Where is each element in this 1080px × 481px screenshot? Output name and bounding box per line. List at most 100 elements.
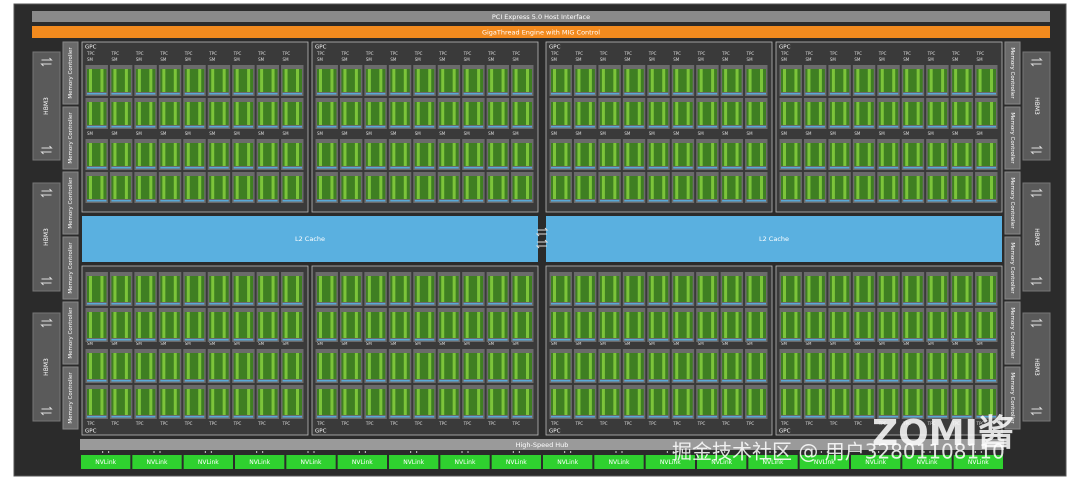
sm-core-stripe [235, 312, 239, 338]
sm-core-stripe [173, 312, 177, 338]
sm-label: SM [575, 131, 582, 136]
sm-core-stripe [711, 276, 715, 302]
sm-label: SM [600, 341, 607, 346]
tpc-label: TPC [746, 421, 755, 426]
sm-core-stripe [113, 312, 117, 338]
sm-core-stripe [100, 276, 104, 302]
sm-core-stripe [330, 276, 334, 302]
sm-core-stripe [100, 143, 104, 166]
sm-cache [829, 303, 850, 305]
sm-cache [87, 380, 107, 382]
sm-core-stripe [699, 102, 703, 125]
sm-label: SM [977, 131, 984, 136]
sm-label: SM [781, 57, 788, 62]
sm-core-stripe [354, 276, 358, 302]
sm-cache [488, 416, 508, 418]
sm-core-stripe [650, 69, 654, 92]
memory-controller-label: Memory Controller [1009, 47, 1015, 99]
sm-core-stripe [941, 389, 945, 415]
sm-core-stripe [965, 389, 969, 415]
sm-core-stripe [211, 312, 215, 338]
sm-label: SM [928, 131, 935, 136]
sm-cache [781, 93, 801, 95]
sm-core-stripe [186, 353, 190, 379]
sm-label: SM [722, 341, 729, 346]
sm-cache [746, 416, 766, 418]
sm-core-stripe [319, 143, 322, 166]
sm-cache [258, 126, 278, 128]
hub-label: High-Speed Hub [516, 441, 569, 449]
sm-core-stripe [392, 353, 396, 379]
sm-cache [805, 200, 825, 202]
sm-core-stripe [89, 312, 92, 338]
sm-core-stripe [794, 312, 798, 338]
sm-core-stripe [783, 143, 786, 166]
sm-label: SM [111, 57, 118, 62]
sm-label: SM [854, 131, 861, 136]
sm-cache [512, 167, 532, 169]
sm-core-stripe [929, 312, 933, 338]
sm-core-stripe [490, 143, 494, 166]
sm-core-stripe [235, 276, 239, 302]
sm-core-stripe [783, 389, 786, 415]
sm-core-stripe [637, 143, 641, 166]
sm-core-stripe [137, 389, 141, 415]
sm-cache [282, 167, 302, 169]
sm-cache [414, 167, 435, 169]
sm-cache [624, 93, 644, 95]
sm-core-stripe [379, 276, 383, 302]
sm-core-stripe [711, 389, 715, 415]
sm-core-stripe [260, 353, 264, 379]
sm-core-stripe [990, 176, 993, 199]
sm-label: SM [805, 131, 812, 136]
sm-core-stripe [319, 276, 322, 302]
sm-core-stripe [686, 69, 690, 92]
sm-core-stripe [613, 312, 617, 338]
sm-core-stripe [929, 353, 933, 379]
tpc-label: TPC [365, 51, 374, 56]
sm-core-stripe [843, 69, 847, 92]
sm-label: SM [488, 131, 495, 136]
sm-core-stripe [452, 69, 456, 92]
sm-core-stripe [162, 353, 166, 379]
sm-core-stripe [613, 176, 617, 199]
sm-core-stripe [186, 69, 190, 92]
sm-core-stripe [403, 176, 407, 199]
tpc-label: TPC [951, 51, 960, 56]
sm-cache [488, 167, 508, 169]
sm-label: SM [439, 131, 446, 136]
tpc-label: TPC [233, 421, 242, 426]
sm-core-stripe [564, 176, 568, 199]
memory-controller [62, 106, 79, 170]
tpc-label: TPC [697, 51, 706, 56]
sm-core-stripe [867, 143, 871, 166]
memory-controller [62, 171, 79, 235]
sm-core-stripe [662, 276, 666, 302]
watermark-brand: ZOMI酱 [872, 413, 1014, 454]
nvlink-arrow-icon [256, 451, 264, 453]
sm-label: SM [488, 341, 495, 346]
sm-core-stripe [760, 176, 763, 199]
sm-cache [746, 126, 766, 128]
sm-cache [233, 200, 254, 202]
sm-core-stripe [211, 176, 215, 199]
sm-core-stripe [794, 69, 798, 92]
sm-core-stripe [186, 176, 190, 199]
sm-core-stripe [137, 312, 141, 338]
sm-label: SM [283, 131, 290, 136]
tpc-label: TPC [365, 421, 374, 426]
sm-core-stripe [452, 353, 456, 379]
sm-label: SM [649, 131, 656, 136]
sm-core-stripe [965, 143, 969, 166]
sm-core-stripe [831, 276, 835, 302]
sm-cache [746, 380, 766, 382]
tpc-label: TPC [550, 51, 559, 56]
sm-core-stripe [501, 102, 505, 125]
l2-cache [546, 216, 1002, 262]
sm-label: SM [258, 57, 265, 62]
nvlink-block [286, 455, 336, 469]
sm-core-stripe [441, 353, 445, 379]
sm-cache [805, 339, 825, 341]
sm-core-stripe [428, 276, 432, 302]
sm-cache [317, 200, 337, 202]
